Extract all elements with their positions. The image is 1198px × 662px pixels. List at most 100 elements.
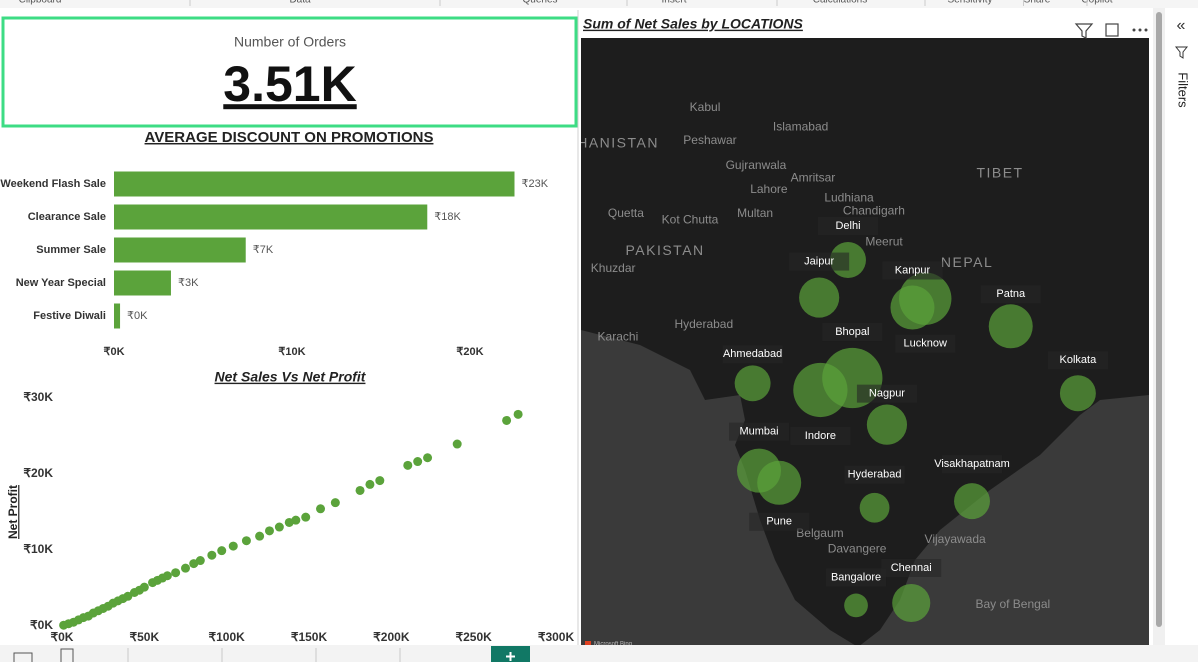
card-border[interactable]: [1, 16, 578, 128]
scatter-point: [274, 522, 284, 532]
city-label-bg: [818, 217, 878, 235]
city-label: Bangalore: [831, 571, 881, 583]
scatter-point: [513, 409, 523, 419]
x-tick-label: ₹0K: [51, 630, 74, 644]
card-value: 3.51K: [223, 56, 356, 112]
city-label: Hyderabad: [848, 469, 902, 481]
map-bubble: [799, 277, 840, 318]
map-bubble: [1059, 375, 1096, 412]
scatter-point: [59, 620, 69, 630]
city-label: Indore: [805, 430, 836, 442]
basemap-label: Hyderabad: [674, 317, 733, 331]
map-bubble: [866, 404, 908, 445]
basemap-label: Davangere: [828, 542, 887, 556]
ribbon-group-label: Sensitivity: [947, 0, 992, 6]
scatter-point: [423, 453, 433, 463]
tab-nav-icon[interactable]: [13, 652, 33, 662]
focus-icon[interactable]: [1105, 23, 1119, 37]
data-label: ₹18K: [434, 211, 461, 223]
filters-icon: [1174, 46, 1189, 59]
scatter-point: [502, 415, 512, 425]
city-label: Visakhapatnam: [934, 458, 1010, 470]
city-label: Patna: [996, 288, 1026, 300]
city-label: Pune: [766, 516, 792, 528]
bar: [114, 270, 171, 296]
city-label-bg: [822, 323, 883, 342]
scrollbar-thumb[interactable]: [1156, 12, 1162, 627]
scatter-point: [98, 603, 108, 613]
scatter-point: [69, 617, 79, 627]
map-bubble: [954, 483, 990, 520]
scatter-point: [255, 531, 265, 541]
city-label: Nagpur: [869, 388, 905, 400]
data-label: ₹3K: [178, 277, 199, 289]
x-tick-label: ₹150K: [291, 630, 328, 644]
x-tick-label: ₹10K: [278, 346, 305, 358]
map-bubble: [892, 583, 931, 623]
basemap-label: HANISTAN: [577, 135, 659, 151]
basemap-label: Karachi: [598, 330, 639, 344]
ribbon-groups: Clipboard Data Queries Insert Calculations Se…: [19, 0, 1113, 6]
map-bubble: [793, 362, 848, 418]
add-icon[interactable]: [506, 652, 515, 661]
scatter-point: [241, 536, 251, 546]
category-label: Festive Diwali: [33, 310, 106, 322]
scatter-point: [181, 563, 190, 573]
scatter-point: [264, 526, 274, 536]
scatter-point: [207, 550, 217, 560]
x-tick-label: ₹200K: [373, 630, 410, 644]
city-label: Jaipur: [804, 255, 834, 267]
ribbon-group-label: Share: [1024, 0, 1051, 6]
scatter-point: [403, 460, 413, 470]
y-axis-title: Net Profit: [6, 485, 20, 539]
scatter-point: [355, 485, 365, 495]
visual-header-icons[interactable]: [1074, 23, 1148, 39]
map-attribution: Microsoft Bing: [594, 642, 632, 648]
scatter-point: [108, 598, 118, 608]
ribbon-group-label: Queries: [522, 0, 557, 6]
city-label-bg: [1047, 351, 1108, 370]
category-label: New Year Special: [16, 277, 106, 289]
category-label: Weekend Flash Sale: [0, 178, 106, 190]
scatter-point: [171, 568, 181, 578]
filter-icon[interactable]: [1074, 23, 1094, 39]
data-label: ₹7K: [253, 244, 274, 256]
scatter-point: [129, 588, 139, 598]
basemap-label: PAKISTAN: [625, 242, 704, 258]
bar: [114, 303, 121, 329]
tab-nav-icon[interactable]: [60, 648, 74, 662]
card-title: Number of Orders: [234, 34, 346, 50]
basemap-label: Chandigarh: [843, 204, 905, 218]
city-label: Delhi: [835, 220, 860, 232]
basemap-label: TIBET: [976, 165, 1023, 181]
city-label-bg: [844, 465, 905, 484]
basemap-label: Islamabad: [773, 120, 828, 134]
scatter-point: [78, 613, 88, 623]
basemap-label: Ludhiana: [824, 190, 874, 204]
city-label-bg: [722, 345, 783, 364]
more-icon[interactable]: [1132, 28, 1148, 32]
map-bubble: [988, 304, 1033, 349]
x-tick-label: ₹0K: [103, 346, 124, 358]
x-tick-label: ₹20K: [456, 346, 483, 358]
map-bubble: [859, 492, 890, 523]
x-tick-label: ₹100K: [209, 630, 246, 644]
filters-pane[interactable]: [1165, 8, 1198, 662]
chart-title: Net Sales Vs Net Profit: [215, 369, 367, 385]
city-label: Mumbai: [739, 426, 778, 438]
basemap-label: Gujranwala: [726, 158, 787, 172]
ribbon-group-label: Clipboard: [19, 0, 62, 6]
chart-title: AVERAGE DISCOUNT ON PROMOTIONS: [145, 129, 434, 146]
collapse-icon[interactable]: «: [1177, 17, 1186, 34]
map-bubble: [899, 272, 952, 325]
x-tick-label: ₹50K: [130, 630, 160, 644]
bar: [114, 237, 246, 263]
data-label: ₹0K: [127, 310, 148, 322]
map-title: Sum of Net Sales by LOCATIONS: [583, 16, 804, 32]
filters-title[interactable]: Filters: [1176, 72, 1191, 108]
basemap-label: Lahore: [750, 182, 788, 196]
city-label: Chennai: [891, 562, 932, 574]
basemap-label: Kabul: [690, 100, 721, 114]
